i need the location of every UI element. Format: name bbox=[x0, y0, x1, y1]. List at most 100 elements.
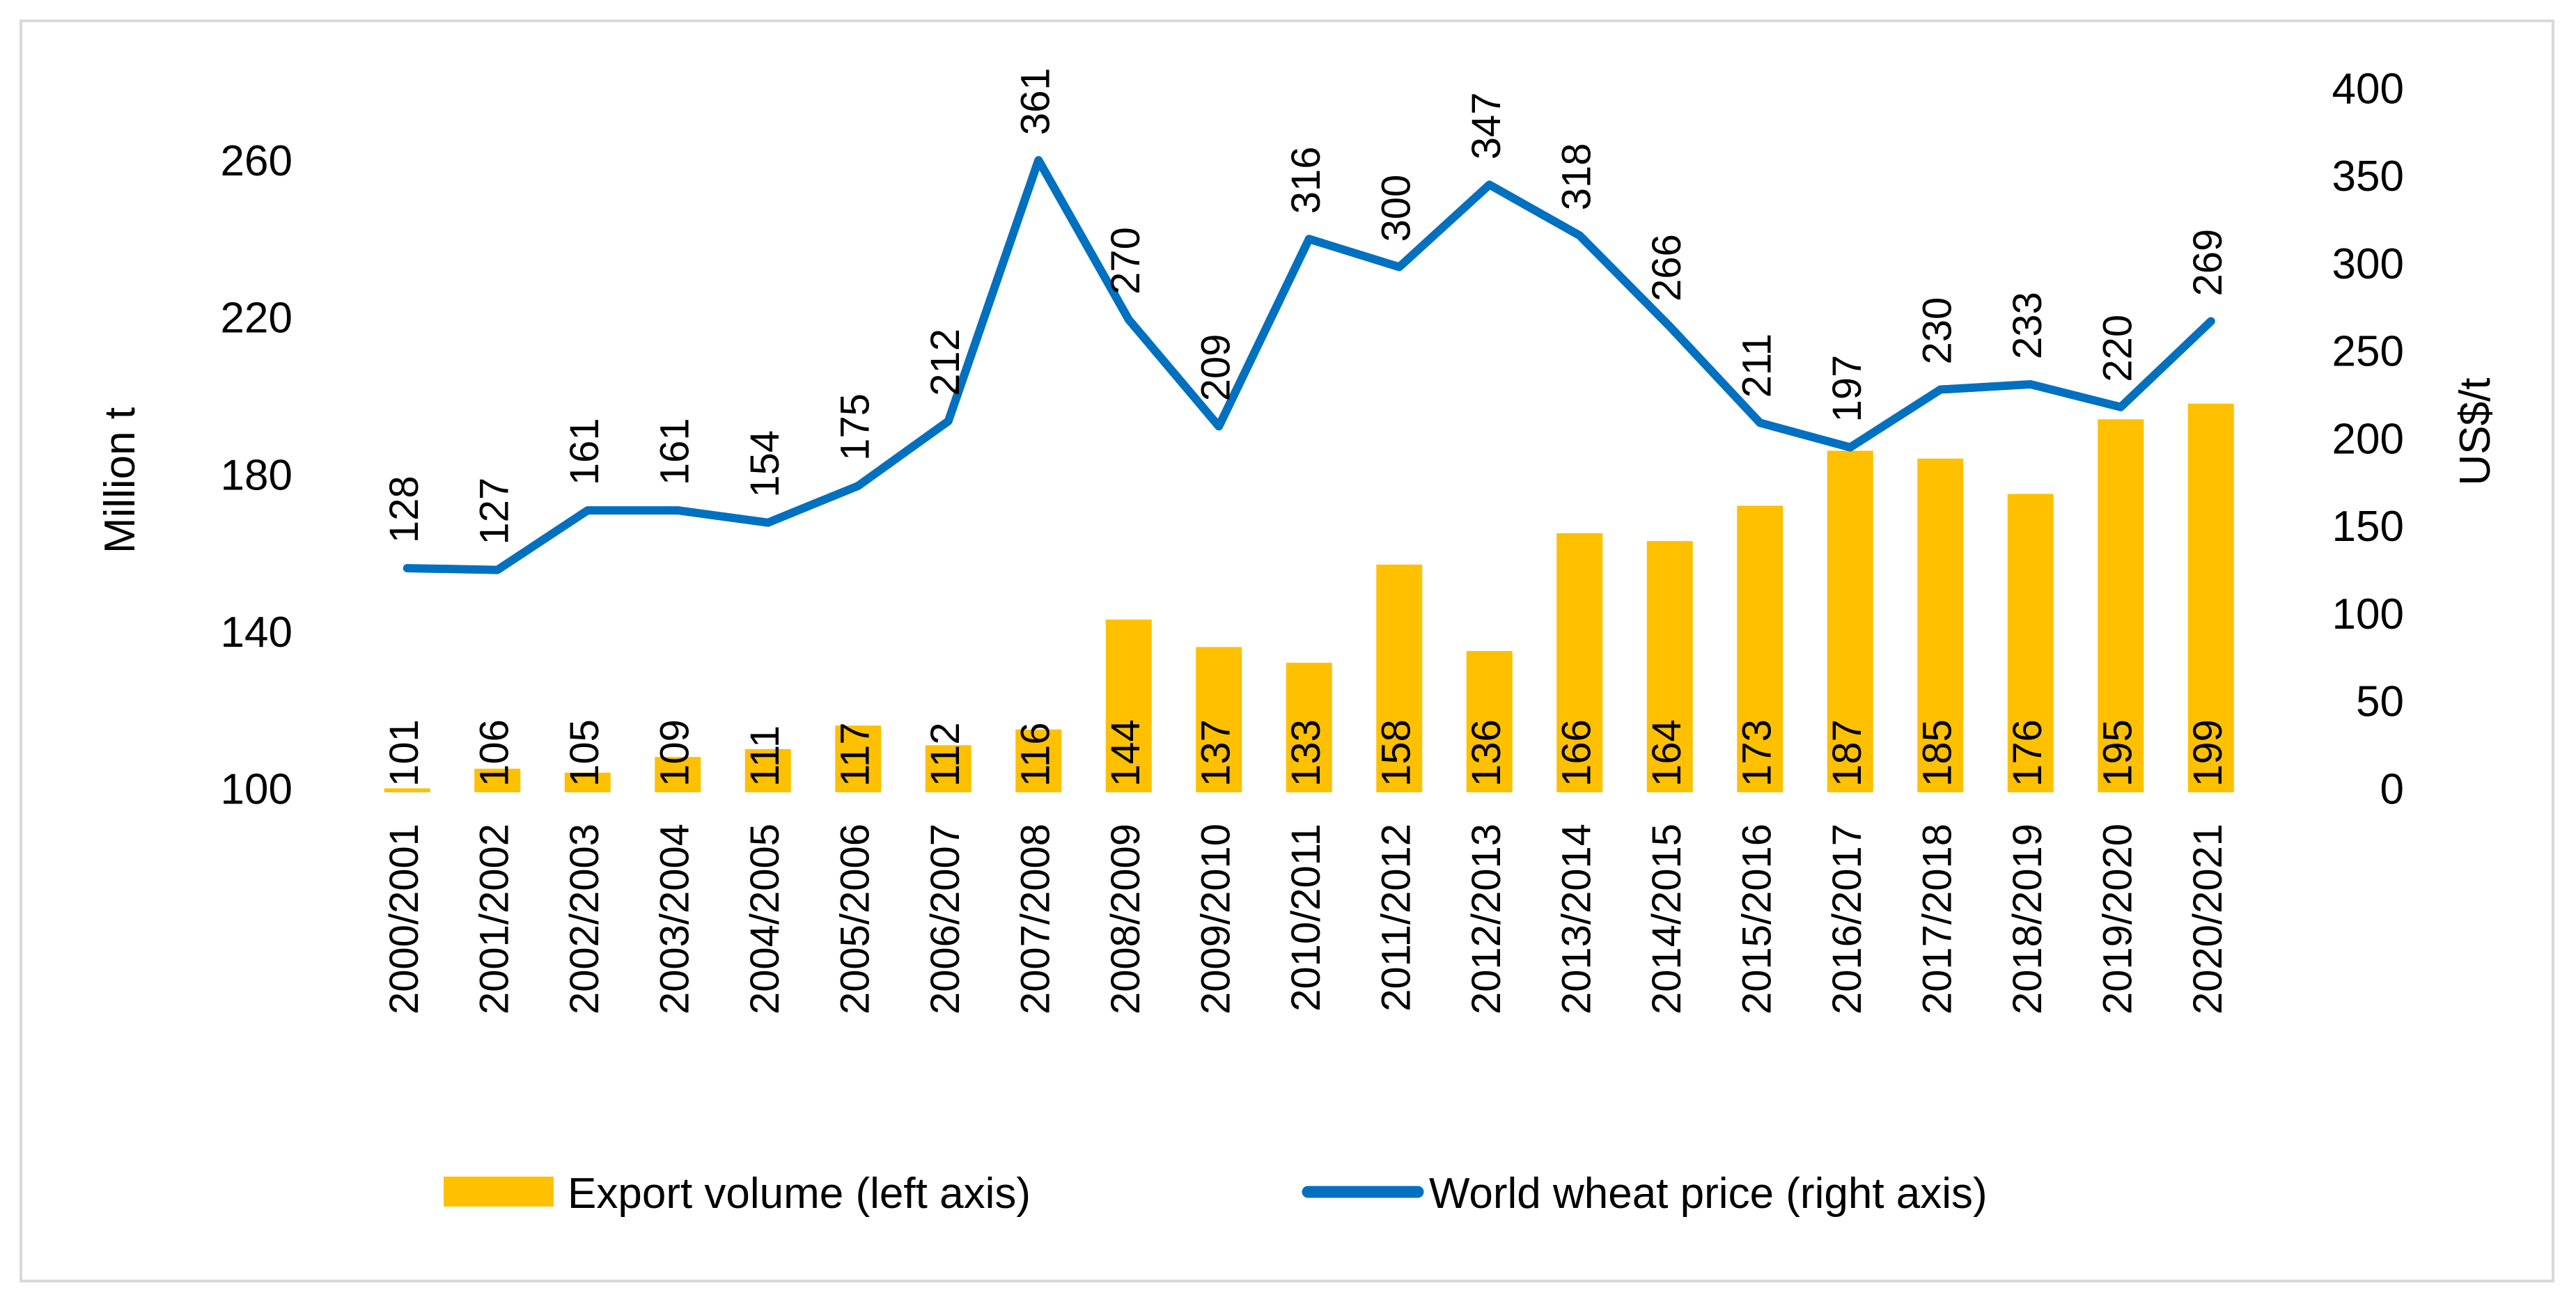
line-data-label: 161 bbox=[562, 418, 607, 485]
right-tick-label: 300 bbox=[2332, 240, 2404, 288]
bar-data-label: 166 bbox=[1554, 719, 1600, 787]
bar-data-label: 137 bbox=[1194, 719, 1239, 787]
right-tick-label: 400 bbox=[2332, 65, 2404, 113]
bar bbox=[1737, 505, 1783, 792]
line-data-label: 154 bbox=[742, 430, 788, 498]
line-data-label: 127 bbox=[472, 478, 517, 545]
bar bbox=[2098, 419, 2144, 792]
x-tick-label: 2009/2010 bbox=[1194, 824, 1239, 1014]
line-data-label: 318 bbox=[1554, 143, 1600, 210]
right-tick-label: 100 bbox=[2332, 590, 2404, 638]
line-data-label: 197 bbox=[1825, 355, 1870, 423]
line-data-label: 270 bbox=[1103, 227, 1148, 294]
x-tick-label: 2007/2008 bbox=[1013, 824, 1059, 1014]
line-data-label: 230 bbox=[1915, 297, 1960, 365]
bar-data-label: 144 bbox=[1103, 719, 1148, 787]
left-tick-label: 260 bbox=[221, 137, 292, 185]
x-tick-label: 2006/2007 bbox=[923, 824, 968, 1014]
left-tick-label: 100 bbox=[221, 765, 292, 813]
bar-data-label: 101 bbox=[382, 719, 427, 787]
line-data-label: 266 bbox=[1644, 234, 1689, 301]
legend-bar-swatch bbox=[444, 1177, 554, 1207]
line-data-label: 209 bbox=[1194, 334, 1239, 402]
left-tick-label: 180 bbox=[221, 451, 292, 499]
x-tick-label: 2019/2020 bbox=[2095, 824, 2141, 1014]
right-tick-label: 200 bbox=[2332, 415, 2404, 463]
bar-data-label: 136 bbox=[1464, 719, 1509, 787]
bar bbox=[2007, 494, 2054, 792]
bar bbox=[384, 788, 430, 792]
plot-area: 101 106 105 109 111 117 112 116 144 137 133 158 136 1… bbox=[382, 68, 2234, 792]
bar bbox=[744, 748, 791, 792]
bar bbox=[1196, 647, 1242, 792]
line-data-label: 175 bbox=[833, 393, 878, 461]
x-tick-label: 2004/2005 bbox=[742, 824, 788, 1014]
bar bbox=[1466, 651, 1513, 792]
x-tick-label: 2005/2006 bbox=[833, 824, 878, 1014]
bar-data-label: 116 bbox=[1013, 723, 1059, 787]
bar bbox=[835, 725, 882, 792]
bar-series bbox=[384, 403, 2234, 792]
line-data-label: 361 bbox=[1013, 68, 1059, 135]
line-data-label: 128 bbox=[382, 476, 427, 543]
bar bbox=[1646, 541, 1693, 792]
bar bbox=[2187, 403, 2234, 792]
bar-data-label: 199 bbox=[2185, 719, 2231, 787]
bar-data-label: 112 bbox=[923, 723, 968, 787]
left-tick-label: 140 bbox=[221, 608, 292, 657]
bar-data-label: 187 bbox=[1825, 719, 1870, 787]
x-tick-label: 2018/2019 bbox=[2005, 824, 2050, 1014]
line-data-label: 212 bbox=[923, 329, 968, 396]
x-tick-label: 2008/2009 bbox=[1103, 824, 1148, 1014]
right-tick-label: 0 bbox=[2380, 765, 2404, 813]
bar-data-label: 185 bbox=[1915, 719, 1960, 787]
bar-data-label: 195 bbox=[2095, 719, 2141, 787]
line-data-label: 300 bbox=[1374, 175, 1419, 242]
bar-data-label: 176 bbox=[2005, 719, 2050, 787]
bar bbox=[564, 772, 611, 792]
line-data-label: 211 bbox=[1735, 333, 1780, 398]
line-data-label: 161 bbox=[653, 418, 698, 485]
x-tick-label: 2000/2001 bbox=[382, 824, 427, 1014]
right-axis-ticks: 0 50 100 150 200 250 300 350 400 bbox=[2332, 65, 2404, 813]
x-tick-label: 2011/2012 bbox=[1374, 824, 1419, 1012]
line-data-label: 347 bbox=[1464, 93, 1509, 160]
bar bbox=[925, 745, 971, 792]
x-tick-label: 2001/2002 bbox=[472, 824, 517, 1014]
line-data-label: 220 bbox=[2095, 315, 2141, 382]
bar bbox=[1376, 564, 1423, 792]
x-tick-label: 2012/2013 bbox=[1464, 824, 1509, 1014]
legend-line-label: World wheat price (right axis) bbox=[1429, 1170, 1988, 1218]
bar bbox=[1015, 729, 1062, 792]
legend-bar-label: Export volume (left axis) bbox=[568, 1170, 1031, 1218]
bar bbox=[1827, 450, 1873, 792]
bar bbox=[1286, 662, 1332, 792]
legend: Export volume (left axis) World wheat pr… bbox=[444, 1170, 1988, 1218]
x-tick-label: 2020/2021 bbox=[2185, 824, 2231, 1014]
bar-data-label: 111 bbox=[742, 725, 788, 787]
bar-data-label: 117 bbox=[833, 723, 878, 787]
bar bbox=[1556, 533, 1603, 792]
bar-data-label: 105 bbox=[562, 719, 607, 787]
x-tick-label: 2003/2004 bbox=[653, 824, 698, 1014]
bar-data-label: 106 bbox=[472, 719, 517, 787]
right-tick-label: 50 bbox=[2356, 678, 2404, 726]
left-axis-title: Million t bbox=[96, 407, 144, 553]
bar-data-label: 164 bbox=[1644, 719, 1689, 787]
bar-data-label: 133 bbox=[1283, 719, 1329, 787]
line-data-labels: 128 127 161 161 154 175 212 361 270 209 316 300 347 3… bbox=[382, 68, 2231, 544]
price-line bbox=[403, 156, 2215, 574]
line-data-label: 316 bbox=[1283, 146, 1329, 214]
x-tick-label: 2002/2003 bbox=[562, 824, 607, 1014]
x-tick-label: 2016/2017 bbox=[1825, 824, 1870, 1014]
x-tick-label: 2017/2018 bbox=[1915, 824, 1960, 1014]
right-tick-label: 150 bbox=[2332, 503, 2404, 551]
bar-data-label: 109 bbox=[653, 719, 698, 787]
bar bbox=[655, 757, 701, 792]
bar-data-label: 173 bbox=[1735, 719, 1780, 787]
left-tick-label: 220 bbox=[221, 294, 292, 343]
bar bbox=[1917, 458, 1964, 792]
x-tick-label: 2013/2014 bbox=[1554, 824, 1600, 1014]
bar-data-labels: 101 106 105 109 111 117 112 116 144 137 133 158 136 1… bbox=[382, 719, 2231, 787]
